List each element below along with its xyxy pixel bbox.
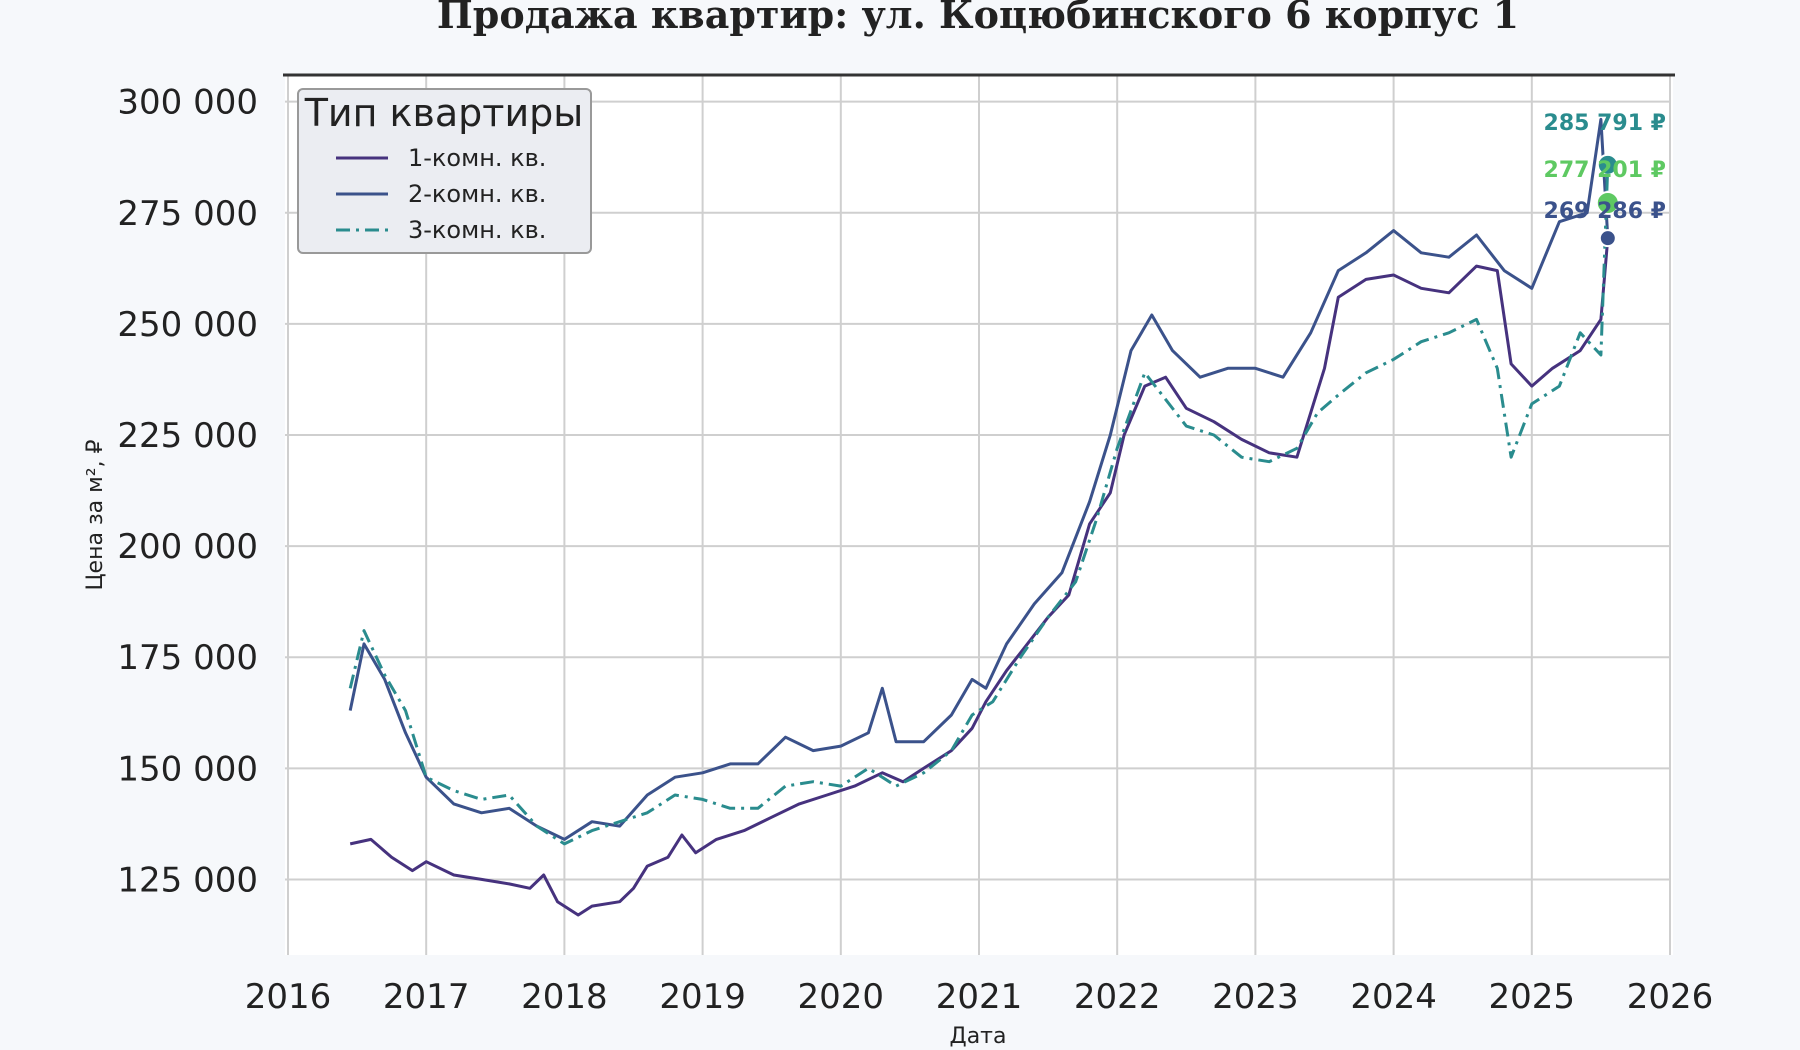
end-marker (1596, 153, 1619, 176)
legend: Тип квартиры 1-комн. кв. 2-комн. кв. 3-ком… (297, 88, 592, 254)
y-tick-label: 125 000 (117, 860, 258, 900)
series-layer (348, 117, 1610, 917)
x-tick-label: 2017 (383, 977, 470, 1017)
legend-title: Тип квартиры (304, 91, 584, 135)
end-marker (1595, 190, 1620, 215)
x-tick-labels: 2016 2017 2018 2019 2020 2021 2022 2023 2024 2025… (245, 977, 1714, 1017)
x-tick-label: 2023 (1212, 977, 1299, 1017)
end-markers: 285 791 ₽ 277 201 ₽ 269 286 ₽ (1544, 111, 1666, 248)
y-tick-label: 200 000 (117, 527, 258, 567)
y-tick-label: 150 000 (117, 749, 258, 789)
x-tick-label: 2018 (521, 977, 608, 1017)
series-line-3 (348, 164, 1610, 846)
y-tick-label: 275 000 (117, 194, 258, 234)
x-tick-label: 2019 (659, 977, 746, 1017)
end-marker (1598, 229, 1617, 248)
chart-title: Продажа квартир: ул. Коцюбинского 6 корп… (437, 0, 1519, 37)
legend-entry-label: 1-комн. кв. (408, 144, 546, 172)
legend-box (297, 88, 592, 254)
x-tick-label: 2021 (936, 977, 1023, 1017)
y-tick-labels: 125 000 150 000 175 000 200 000 225 000 250 0… (117, 83, 258, 901)
series-line-2 (348, 117, 1610, 841)
x-tick-label: 2022 (1074, 977, 1161, 1017)
end-value-label: 277 201 ₽ (1544, 158, 1666, 183)
y-axis-label: Цена за м², ₽ (83, 439, 108, 590)
end-value-label: 269 286 ₽ (1544, 199, 1666, 224)
y-tick-label: 175 000 (117, 638, 258, 678)
x-axis-label: Дата (950, 1024, 1007, 1049)
end-value-label: 285 791 ₽ (1544, 111, 1666, 136)
x-tick-label: 2026 (1627, 977, 1714, 1017)
y-tick-label: 225 000 (117, 416, 258, 456)
x-tick-label: 2024 (1350, 977, 1437, 1017)
y-tick-label: 300 000 (117, 83, 258, 123)
x-tick-label: 2020 (798, 977, 885, 1017)
legend-items: 1-комн. кв. 2-комн. кв. 3-комн. кв. (336, 144, 546, 244)
x-tick-label: 2016 (245, 977, 332, 1017)
series-line-1 (349, 238, 1610, 917)
x-tick-label: 2025 (1489, 977, 1576, 1017)
legend-entry-label: 3-комн. кв. (408, 216, 546, 244)
y-tick-label: 250 000 (117, 305, 258, 345)
legend-entry-label: 2-комн. кв. (408, 180, 546, 208)
